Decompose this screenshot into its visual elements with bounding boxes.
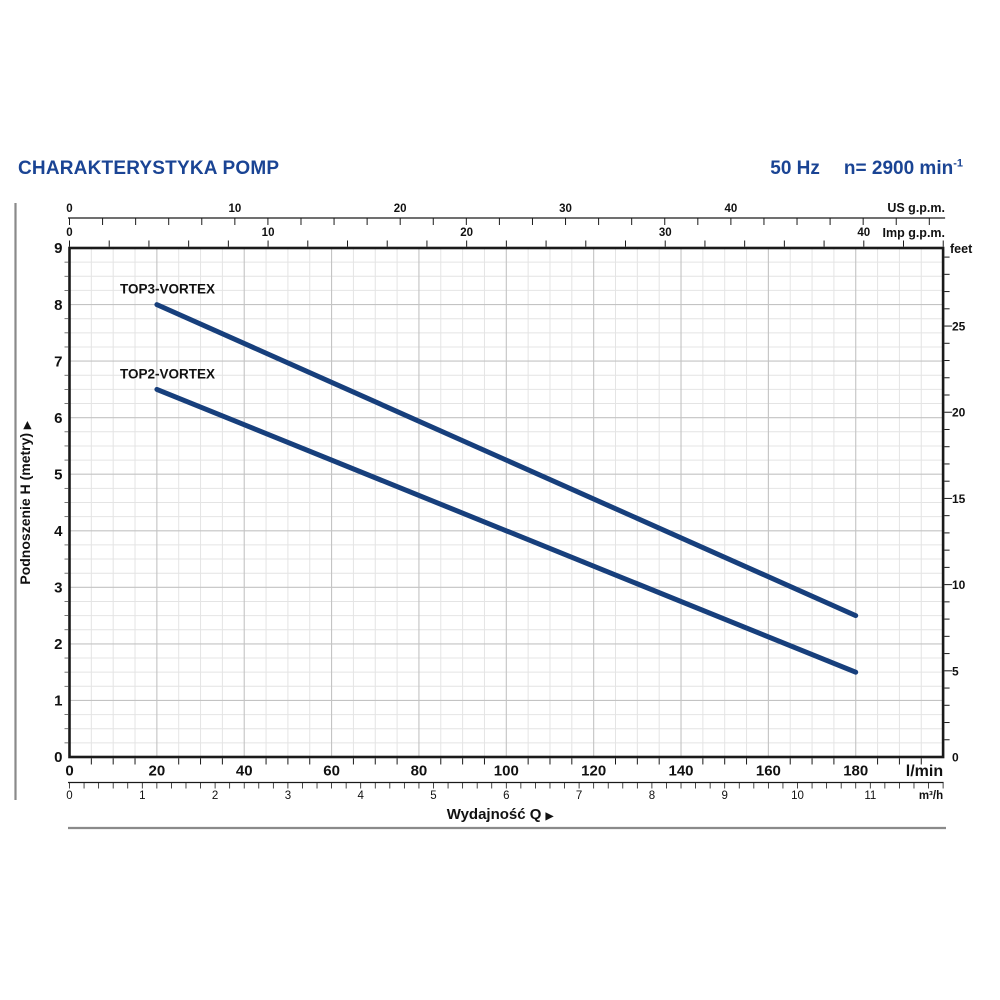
x-axis-m3h: 0 1 2 3 4 5 6 7 8 9 10 11 m³/h (66, 781, 944, 802)
x-axis-us-gpm: 0 10 20 30 40 US g.p.m. (66, 201, 946, 225)
x-axis-title: Wydajność Q ▶ (447, 806, 555, 823)
y-axis-title: Podnoszenie H (metry) ▶ (17, 420, 33, 585)
imp-gpm-tick-label: 0 (66, 227, 72, 239)
m3h-unit-label: m³/h (919, 790, 943, 802)
m3h-tick-label: 4 (357, 790, 364, 802)
feet-tick-label: 15 (952, 492, 966, 506)
imp-gpm-unit-label: Imp g.p.m. (883, 226, 946, 240)
imp-gpm-tick-label: 20 (460, 227, 473, 239)
feet-tick-label: 10 (952, 578, 966, 592)
m3h-tick-label: 10 (791, 790, 804, 802)
us-gpm-tick-label: 20 (394, 203, 407, 215)
metres-tick-label: 7 (54, 353, 62, 370)
metres-tick-label: 2 (54, 636, 62, 653)
lmin-tick-label: 180 (843, 763, 868, 780)
imp-gpm-tick-label: 10 (262, 227, 275, 239)
us-gpm-tick-label: 0 (66, 203, 72, 215)
series-label: TOP3-VORTEX (120, 282, 215, 297)
series-top2-vortex: TOP2-VORTEX (120, 366, 859, 675)
feet-tick-label: 20 (952, 406, 966, 420)
metres-tick-label: 8 (54, 297, 62, 314)
m3h-tick-label: 8 (649, 790, 655, 802)
m3h-tick-label: 9 (721, 790, 727, 802)
lmin-tick-label: 120 (581, 763, 606, 780)
metres-tick-label: 0 (54, 749, 62, 766)
speed-label: n= 2900 min-1 (843, 157, 963, 179)
x-axis-imp-gpm: 0 10 20 30 40 Imp g.p.m. (66, 226, 945, 247)
speed-exponent: -1 (953, 157, 963, 170)
series-top3-vortex: TOP3-VORTEX (120, 282, 859, 619)
metres-tick-label: 4 (54, 523, 63, 540)
plot-border (68, 246, 945, 759)
imp-gpm-tick-label: 40 (857, 227, 870, 239)
feet-unit-label: feet (950, 242, 973, 256)
m3h-tick-label: 5 (430, 790, 436, 802)
feet-tick-label: 0 (952, 751, 959, 765)
series-label: TOP2-VORTEX (120, 366, 215, 381)
m3h-tick-label: 2 (212, 790, 218, 802)
metres-tick-label: 9 (54, 240, 62, 257)
lmin-unit-label: l/min (906, 763, 943, 780)
lmin-tick-label: 0 (65, 763, 73, 780)
feet-tick-label: 25 (952, 320, 966, 334)
m3h-tick-label: 1 (139, 790, 145, 802)
series-curve (154, 302, 859, 619)
metres-tick-label: 5 (54, 466, 62, 483)
y-axis-feet: 0 5 10 15 20 25 feet (944, 242, 973, 765)
us-gpm-tick-label: 10 (228, 203, 241, 215)
frame-rules (14, 203, 946, 830)
metres-tick-label: 3 (54, 580, 62, 597)
m3h-tick-label: 6 (503, 790, 509, 802)
x-axis-lmin: 0 20 40 60 80 100 120 140 160 180 l/min (65, 758, 943, 780)
lmin-tick-label: 160 (756, 763, 781, 780)
lmin-tick-label: 140 (669, 763, 694, 780)
axis-titles: Wydajność Q ▶ Podnoszenie H (metry) ▶ (17, 420, 555, 823)
m3h-tick-label: 11 (864, 790, 876, 802)
lmin-tick-label: 40 (236, 763, 253, 780)
plot-grid (69, 248, 944, 757)
m3h-tick-label: 0 (66, 790, 72, 802)
lmin-tick-label: 80 (411, 763, 428, 780)
us-gpm-tick-label: 40 (724, 203, 737, 215)
m3h-tick-label: 3 (285, 790, 291, 802)
m3h-tick-label: 7 (576, 790, 582, 802)
imp-gpm-tick-label: 30 (659, 227, 672, 239)
frequency-label: 50 Hz (770, 158, 820, 179)
us-gpm-tick-label: 30 (559, 203, 572, 215)
us-gpm-unit-label: US g.p.m. (887, 201, 945, 215)
page-title: CHARAKTERYSTYKA POMP (18, 158, 280, 179)
series-curve (154, 386, 859, 675)
metres-tick-label: 6 (54, 410, 62, 427)
y-axis-metres: 0 1 2 3 4 5 6 7 8 9 (54, 240, 69, 766)
lmin-tick-label: 60 (323, 763, 340, 780)
feet-tick-label: 5 (952, 664, 959, 678)
operating-conditions: 50 Hz n= 2900 min-1 (770, 158, 963, 180)
metres-tick-label: 1 (54, 693, 62, 710)
lmin-tick-label: 20 (149, 763, 166, 780)
lmin-tick-label: 100 (494, 763, 519, 780)
